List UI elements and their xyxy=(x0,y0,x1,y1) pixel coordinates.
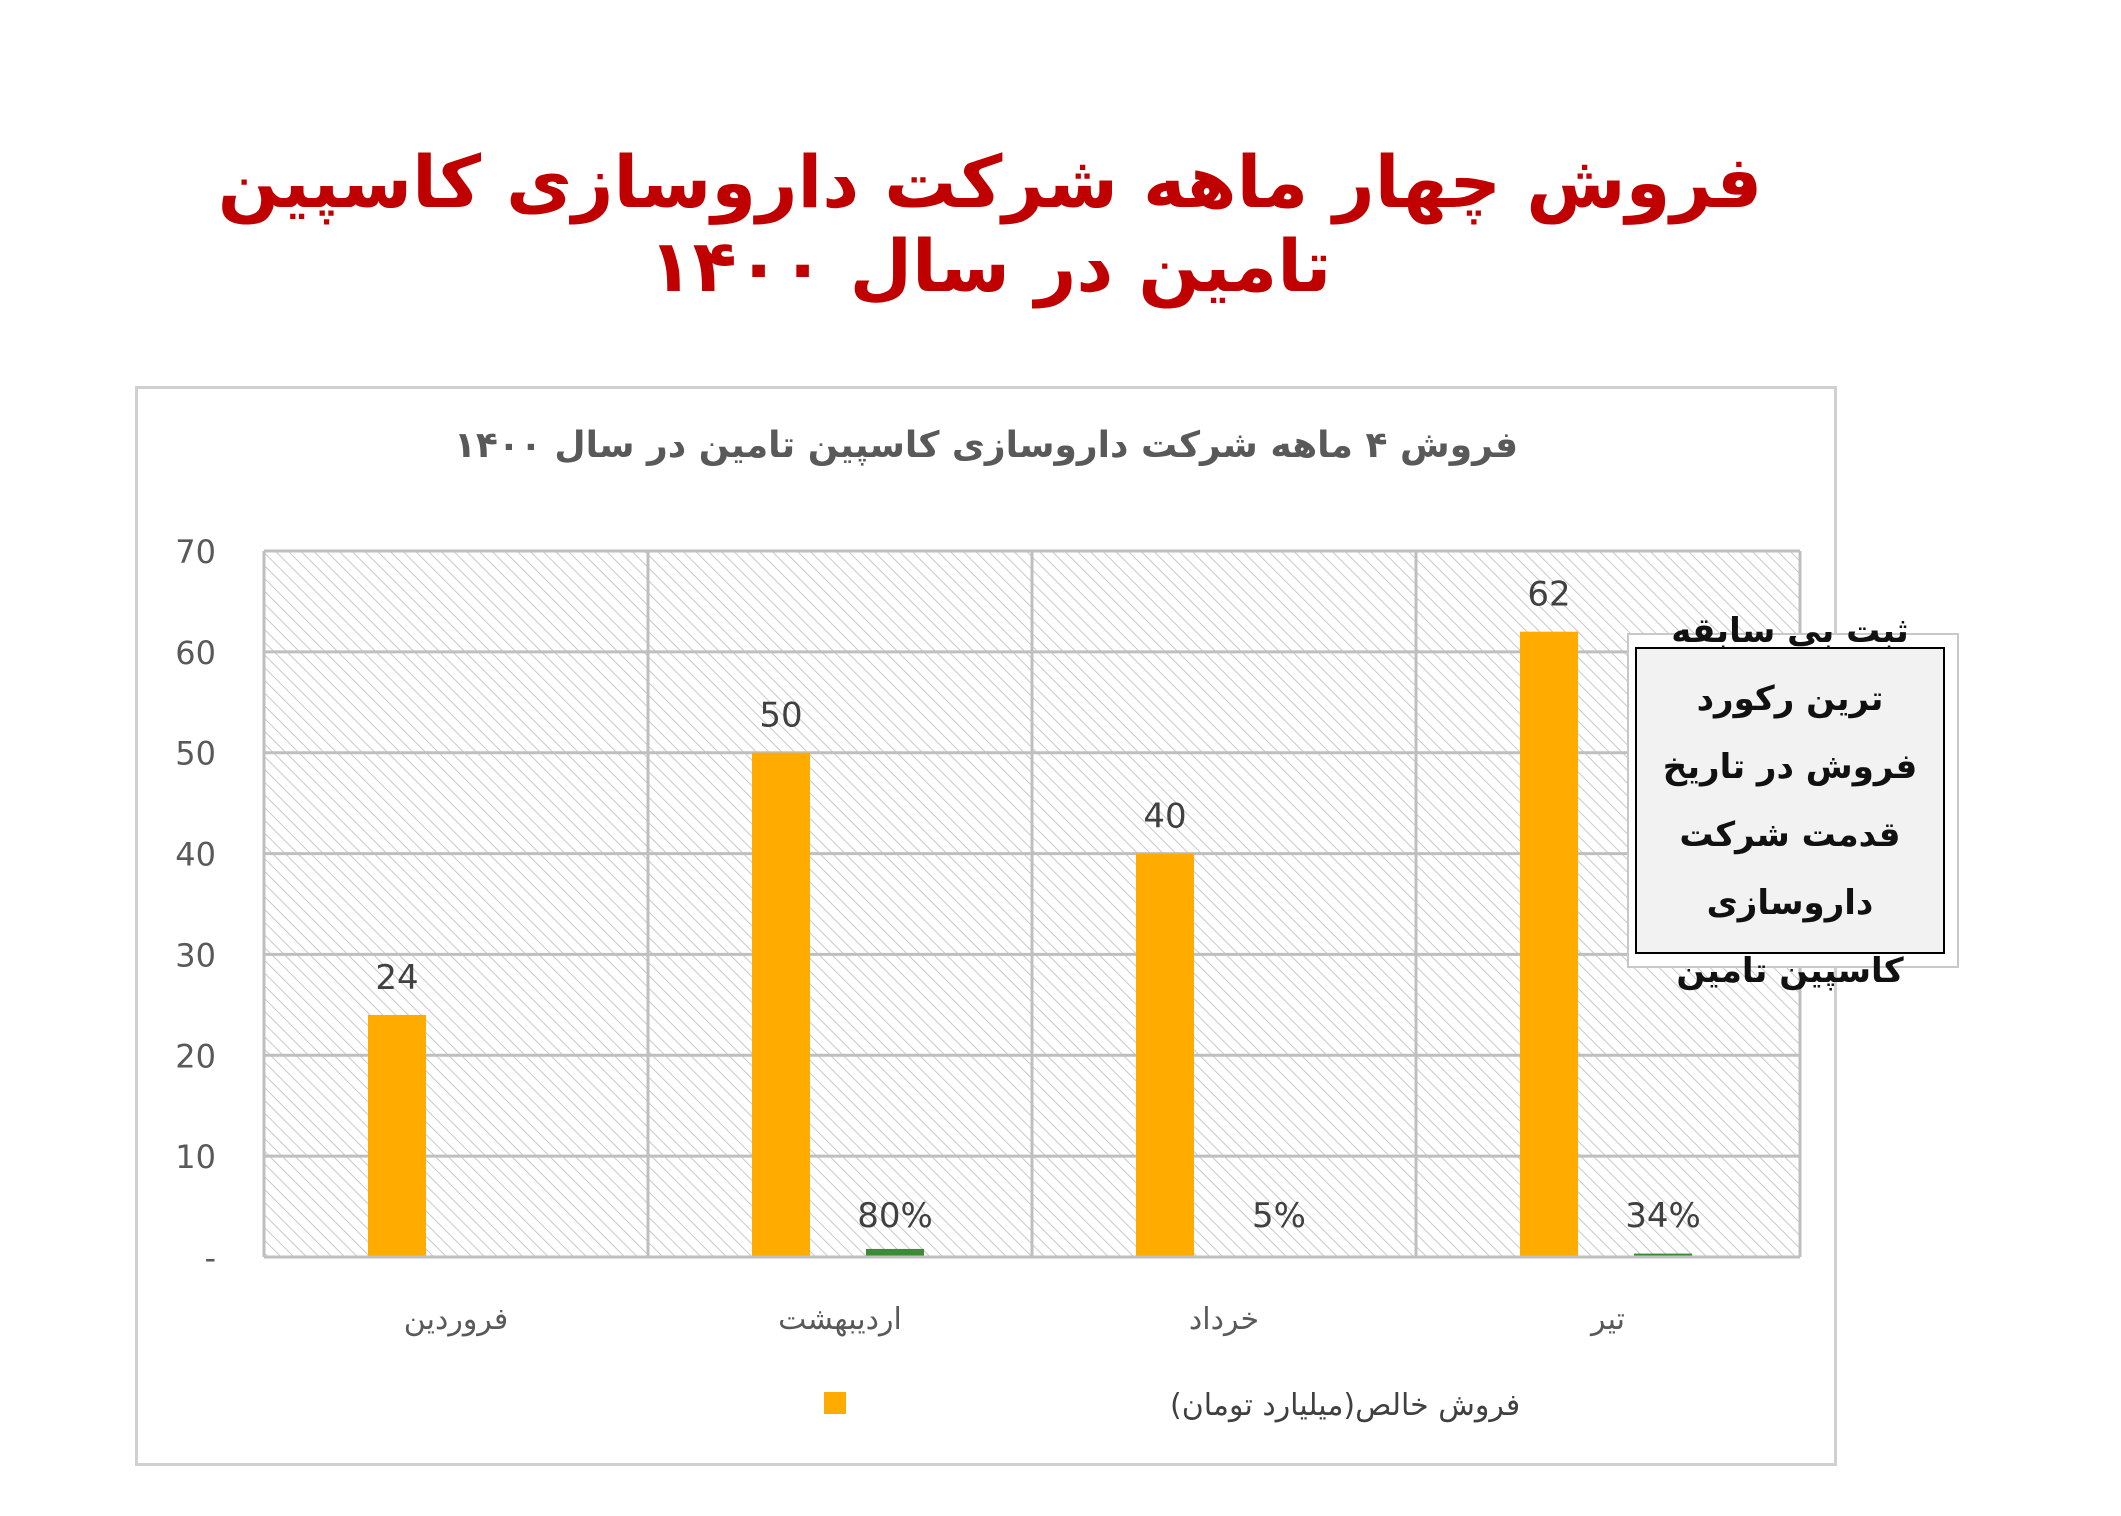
growth-value-label: 80% xyxy=(857,1196,933,1236)
page-title: فروش چهار ماهه شرکت داروسازی کاسپین تامی… xyxy=(217,140,1763,308)
record-callout-text: ثبت بی سابقه ترین رکورد فروش در تاریخ قد… xyxy=(1662,610,1918,991)
x-category-label: فروردین xyxy=(404,1302,508,1337)
record-callout: ثبت بی سابقه ترین رکورد فروش در تاریخ قد… xyxy=(1627,611,1959,991)
y-tick-label: 20 xyxy=(175,1037,216,1075)
bar-net-sales xyxy=(1136,853,1194,1257)
bar-growth xyxy=(1634,1253,1692,1257)
y-tick-label: 50 xyxy=(175,735,216,773)
y-tick-label: 60 xyxy=(175,634,216,672)
bar-value-label: 62 xyxy=(1527,575,1570,615)
chart-frame: فروش ۴ ماهه شرکت داروسازی کاسپین تامین د… xyxy=(135,386,1837,1466)
y-tick-label: 40 xyxy=(175,836,216,874)
legend-label: فروش خالص(میلیارد تومان) xyxy=(1170,1388,1520,1423)
bar-net-sales xyxy=(1520,631,1578,1257)
y-tick-label: - xyxy=(204,1239,216,1277)
growth-value-label: 5% xyxy=(1252,1196,1306,1236)
y-tick-label: 30 xyxy=(175,936,216,974)
y-tick-label: 10 xyxy=(175,1138,216,1176)
bar-value-label: 50 xyxy=(759,696,802,736)
record-callout-box: ثبت بی سابقه ترین رکورد فروش در تاریخ قد… xyxy=(1635,611,1945,991)
bar-value-label: 40 xyxy=(1143,797,1186,837)
x-category-label: اردیبهشت xyxy=(778,1302,902,1337)
bar-value-label: 24 xyxy=(375,958,418,998)
x-category-label: تیر xyxy=(1589,1302,1625,1337)
bar-net-sales xyxy=(368,1014,426,1257)
growth-value-label: 34% xyxy=(1625,1196,1701,1236)
bar-growth xyxy=(866,1248,924,1257)
y-tick-label: 70 xyxy=(175,533,216,571)
chart-title: فروش ۴ ماهه شرکت داروسازی کاسپین تامین د… xyxy=(454,425,1518,466)
legend-swatch xyxy=(824,1392,846,1414)
x-category-label: خرداد xyxy=(1189,1302,1259,1337)
bar-net-sales xyxy=(752,752,810,1257)
sales-bar-chart: فروش ۴ ماهه شرکت داروسازی کاسپین تامین د… xyxy=(175,425,1802,1423)
